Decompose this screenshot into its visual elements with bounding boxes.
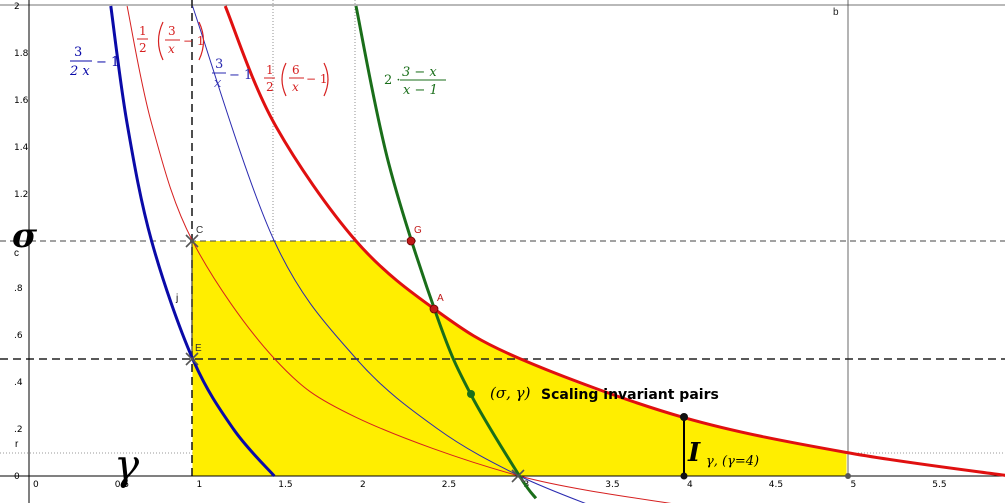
curve-labels: 3 2 x − 1 1 2 3 x − 1 3 x − 1 1 2 6 — [69, 21, 446, 98]
sigma-label: σ — [12, 216, 38, 256]
point-b: b — [833, 7, 839, 18]
label-red-thick-den: x — [292, 80, 299, 94]
x-tick-label: 3.5 — [605, 480, 619, 490]
y-tick-label: .6 — [14, 331, 23, 341]
label-blue-thick-den: 2 x — [69, 64, 90, 79]
y-tick-label: 1.6 — [14, 96, 29, 106]
point-c-marker — [185, 234, 199, 248]
label-red-thin-half-num: 1 — [139, 24, 147, 38]
label-red-thick-half-num: 1 — [266, 63, 274, 77]
y-tick-label: 1.2 — [14, 190, 28, 200]
point-e-marker — [185, 352, 199, 366]
c-label: c — [14, 248, 19, 259]
label-red-thick-paren-left — [281, 62, 287, 97]
label-red-thick-tail: − 1 — [306, 72, 328, 86]
label-green-den: x − 1 — [403, 83, 438, 98]
label-green-num: 3 − x — [402, 65, 437, 80]
curves — [109, 5, 1005, 503]
point-g-marker — [406, 236, 416, 246]
x-tick-label: 4 — [687, 480, 693, 490]
x-tick-label: 1 — [197, 480, 203, 490]
label-red-thick-num: 6 — [292, 63, 300, 77]
label-blue-thin-tail: − 1 — [229, 68, 252, 83]
y-tick-label: .4 — [14, 378, 23, 388]
label-blue-thick: 3 2 x − 1 — [69, 45, 119, 79]
label-red-thin-den: x — [168, 42, 175, 56]
x5-axis-point — [845, 473, 851, 479]
label-red-thin-paren-right — [198, 21, 205, 61]
series-curve-0 — [109, 5, 276, 477]
point-a-marker — [429, 304, 439, 314]
label-blue-thin: 3 x − 1 — [212, 57, 252, 91]
series-curve-4 — [354, 5, 538, 500]
points: C E G A b — [185, 7, 851, 483]
x-tick-label: 0 — [33, 480, 39, 490]
label-red-thin-num: 3 — [168, 24, 176, 38]
y-tick-label: 0 — [14, 472, 20, 482]
point-g-label: G — [414, 225, 422, 236]
label-blue-thick-tail: − 1 — [96, 55, 119, 70]
y-tick-label: 2 — [14, 2, 20, 12]
y-tick-label: .2 — [14, 425, 23, 435]
x-tick-label: 2.5 — [442, 480, 456, 490]
gamma-label: γ — [114, 440, 140, 489]
label-red-thin-tail: − 1 — [183, 34, 205, 48]
y-tick-label: .8 — [14, 284, 23, 294]
label-red-thick-half-den: 2 — [266, 80, 274, 94]
y-tick-labels: 0 .2 .4 .6 .8 1.2 1.4 1.6 1.8 2 — [14, 2, 29, 482]
interval-bottom-point — [680, 472, 688, 480]
x-tick-label: 0.5 — [115, 480, 129, 490]
interval-top-point — [680, 413, 688, 421]
x-tick-labels: 0 0.5 1 1.5 2 2.5 3 3.5 4 4.5 5 5.5 — [33, 480, 947, 490]
annotations: σ γ c r j (σ, γ) Scaling invariant pairs… — [12, 216, 759, 489]
label-blue-thin-den: x — [214, 76, 222, 91]
x-tick-label: 4.5 — [769, 480, 783, 490]
label-red-thick: 1 2 6 x − 1 — [264, 62, 329, 97]
interval-subscript: γ, (γ=4) — [706, 454, 759, 469]
point-e-label: E — [195, 343, 202, 354]
label-blue-thin-num: 3 — [215, 57, 223, 72]
label-green: 2 · 3 − x x − 1 — [384, 65, 446, 98]
y-tick-label: 1.4 — [14, 143, 29, 153]
j-label: j — [175, 293, 178, 304]
point-g: G — [406, 225, 422, 246]
point-b-label: b — [833, 7, 839, 18]
interval-label: I — [687, 438, 701, 468]
label-red-thin: 1 2 3 x − 1 — [137, 21, 205, 61]
point-e: E — [185, 343, 202, 366]
x-tick-label: 5.5 — [932, 480, 946, 490]
pairs-math: (σ, γ) — [490, 384, 531, 402]
r-label: r — [15, 439, 19, 450]
y-tick-label: 1.8 — [14, 49, 29, 59]
x-tick-label: 2 — [360, 480, 366, 490]
point-a: A — [429, 293, 444, 314]
point-c: C — [185, 225, 203, 248]
point-a-label: A — [437, 293, 444, 304]
x-tick-label: 1.5 — [278, 480, 292, 490]
point-c-label: C — [196, 225, 203, 236]
x-tick-label: 5 — [851, 480, 857, 490]
series-curve-3 — [223, 5, 1005, 477]
label-red-thin-half-den: 2 — [139, 41, 147, 55]
label-green-coef: 2 · — [384, 73, 401, 88]
label-blue-thick-num: 3 — [74, 45, 82, 60]
pairs-text: Scaling invariant pairs — [541, 387, 719, 403]
label-red-thin-paren-left — [157, 21, 164, 61]
label-red-thick-paren-right — [323, 62, 329, 97]
origin-cross-marker — [511, 469, 525, 483]
green-curve-point — [467, 390, 475, 398]
reference-lines — [0, 0, 1005, 476]
